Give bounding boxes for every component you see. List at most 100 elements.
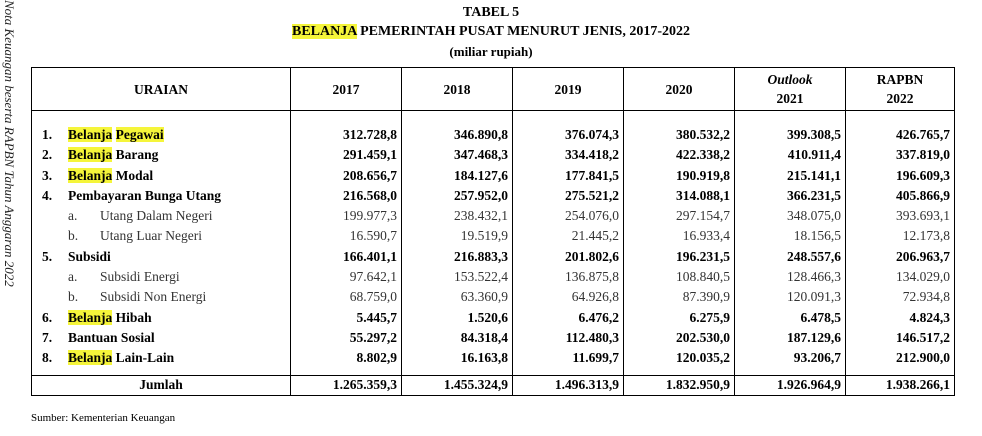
value-cell: 297.154,7 (623, 206, 735, 227)
row-label: 1. Belanja Pegawai (31, 125, 291, 146)
total-value: 1.938.266,1 (845, 374, 955, 396)
table-title: BELANJA PEMERINTAH PUSAT MENURUT JENIS, … (0, 24, 982, 40)
title-highlight: BELANJA (291, 24, 357, 39)
value-cell: 206.963,7 (845, 246, 955, 268)
row-label-text: Pembayaran Bunga Utang (68, 187, 222, 203)
value-cell: 64.926,8 (512, 287, 624, 308)
highlight-word: Belanja (68, 167, 113, 183)
table-row: 3. Belanja Modal 208.656,7 184.127,6 177.841… (31, 165, 955, 186)
value-cell: 212.900,0 (845, 348, 955, 369)
total-label: Jumlah (31, 374, 291, 396)
table-row: b. Utang Luar Negeri 16.590,7 19.519,9 21.44… (31, 226, 955, 247)
header-2017: 2017 (290, 67, 402, 111)
value-cell: 202.530,0 (623, 327, 735, 349)
value-cell: 55.297,2 (290, 327, 402, 349)
header-outlook: Outlook 2021 (734, 67, 846, 111)
row-label: 2. Belanja Barang (31, 145, 291, 166)
row-subnumber: b. (68, 289, 79, 305)
value-cell: 275.521,2 (512, 185, 624, 207)
spending-table: URAIAN 2017 2018 2019 2020 Outlook 2021 R… (31, 67, 955, 396)
value-cell: 184.127,6 (401, 165, 513, 186)
value-cell: 257.952,0 (401, 185, 513, 207)
row-number: 7. (42, 329, 53, 345)
total-value: 1.265.359,3 (290, 374, 402, 396)
source-note: Sumber: Kementerian Keuangan (31, 412, 176, 424)
table-row: b. Subsidi Non Energi 68.759,0 63.360,9 64.9… (31, 287, 955, 308)
header-outlook-year: 2021 (776, 91, 804, 106)
value-cell: 393.693,1 (845, 206, 955, 227)
value-cell: 6.476,2 (512, 307, 624, 328)
value-cell: 153.522,4 (401, 267, 513, 288)
total-value: 1.455.324,9 (401, 374, 513, 396)
value-cell: 16.163,8 (401, 348, 513, 369)
row-subnumber: b. (68, 228, 79, 244)
value-cell: 68.759,0 (290, 287, 402, 308)
side-caption: Nota Keuangan beserta RAPBN Tahun Anggar… (0, 0, 20, 436)
value-cell: 337.819,0 (845, 145, 955, 166)
value-cell: 238.432,1 (401, 206, 513, 227)
highlight-word: Belanja (68, 147, 113, 163)
row-number: 2. (42, 147, 53, 163)
header-outlook-label: Outlook (767, 72, 813, 87)
value-cell: 348.075,0 (734, 206, 846, 227)
value-cell: 254.076,0 (512, 206, 624, 227)
row-label-text: Utang Dalam Negeri (100, 208, 213, 224)
row-label: 6. Belanja Hibah (31, 307, 291, 328)
header-uraian: URAIAN (31, 67, 291, 111)
header-rapbn-year: 2022 (886, 91, 914, 106)
value-cell: 4.824,3 (845, 307, 955, 328)
value-cell: 215.141,1 (734, 165, 846, 186)
row-label-text: Subsidi Energi (100, 269, 180, 285)
value-cell: 216.883,3 (401, 246, 513, 268)
row-label-text: Lain-Lain (112, 350, 175, 366)
spacer-row (31, 110, 955, 125)
value-cell: 291.459,1 (290, 145, 402, 166)
value-cell: 410.911,4 (734, 145, 846, 166)
total-value: 1.496.313,9 (512, 374, 624, 396)
header-rapbn-label: RAPBN (876, 72, 924, 87)
value-cell: 18.156,5 (734, 226, 846, 247)
value-cell: 5.445,7 (290, 307, 402, 328)
value-cell: 19.519,9 (401, 226, 513, 247)
row-label: b. Utang Luar Negeri (31, 226, 291, 247)
value-cell: 1.520,6 (401, 307, 513, 328)
value-cell: 6.275,9 (623, 307, 735, 328)
value-cell: 208.656,7 (290, 165, 402, 186)
row-label-text: Hibah (112, 309, 152, 325)
table-row: 1. Belanja Pegawai 312.728,8 346.890,8 376.0… (31, 125, 955, 146)
header-2019: 2019 (512, 67, 624, 111)
value-cell: 177.841,5 (512, 165, 624, 186)
total-value: 1.926.964,9 (734, 374, 846, 396)
value-cell: 93.206,7 (734, 348, 846, 369)
value-cell: 190.919,8 (623, 165, 735, 186)
table-row: 2. Belanja Barang 291.459,1 347.468,3 334.41… (31, 145, 955, 166)
value-cell: 199.977,3 (290, 206, 402, 227)
value-cell: 201.802,6 (512, 246, 624, 268)
highlight-word: Pegawai (115, 127, 164, 142)
value-cell: 312.728,8 (290, 125, 402, 146)
header-rapbn: RAPBN 2022 (845, 67, 955, 111)
table-row: 8. Belanja Lain-Lain 8.802,9 16.163,8 11.699… (31, 348, 955, 369)
row-label: b. Subsidi Non Energi (31, 287, 291, 308)
value-cell: 63.360,9 (401, 287, 513, 308)
value-cell: 166.401,1 (290, 246, 402, 268)
value-cell: 196.609,3 (845, 165, 955, 186)
value-cell: 134.029,0 (845, 267, 955, 288)
row-label: 3. Belanja Modal (31, 165, 291, 186)
value-cell: 11.699,7 (512, 348, 624, 369)
row-subnumber: a. (68, 208, 78, 224)
table-row: 4. Pembayaran Bunga Utang 216.568,0 257.952… (31, 185, 955, 207)
table-row: 6. Belanja Hibah 5.445,7 1.520,6 6.476,2 6.27… (31, 307, 955, 328)
row-label-text: Subsidi Non Energi (100, 289, 207, 305)
title-rest: PEMERINTAH PUSAT MENURUT JENIS, 2017-202… (356, 24, 690, 39)
table-unit: (miliar rupiah) (449, 44, 533, 59)
highlight-word: Belanja (68, 127, 113, 142)
value-cell: 196.231,5 (623, 246, 735, 268)
row-label-text: Barang (112, 147, 159, 163)
value-cell: 97.642,1 (290, 267, 402, 288)
value-cell: 108.840,5 (623, 267, 735, 288)
value-cell: 8.802,9 (290, 348, 402, 369)
value-cell: 347.468,3 (401, 145, 513, 166)
value-cell: 346.890,8 (401, 125, 513, 146)
row-number: 8. (42, 350, 53, 366)
